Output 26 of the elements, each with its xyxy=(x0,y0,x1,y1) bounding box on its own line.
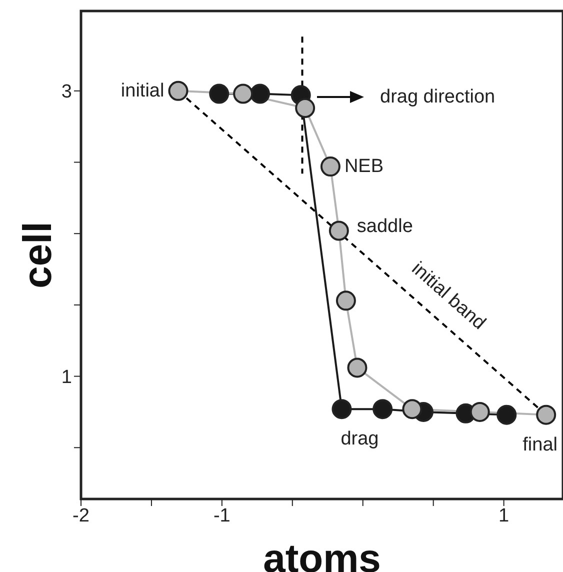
annotation: initial xyxy=(120,80,164,102)
annotation: NEB xyxy=(344,156,384,178)
point xyxy=(332,399,352,420)
x-tick-label: -2 xyxy=(72,505,90,526)
point xyxy=(496,404,517,425)
x-tick-label: 1 xyxy=(498,505,510,526)
point xyxy=(372,399,393,420)
point xyxy=(168,80,188,101)
point xyxy=(336,290,356,311)
annotation: drag xyxy=(340,428,379,450)
point xyxy=(209,84,230,104)
y-tick-label: 3 xyxy=(61,82,72,103)
point xyxy=(295,98,316,118)
point xyxy=(328,220,349,241)
point xyxy=(470,402,490,422)
point xyxy=(536,404,556,425)
y-axis-title: cell xyxy=(16,222,60,288)
x-tick-label: -1 xyxy=(213,505,230,526)
annotation: saddle xyxy=(356,216,413,238)
annotation: drag direction xyxy=(380,86,496,108)
point xyxy=(320,156,340,177)
point xyxy=(347,358,368,378)
annotation: final xyxy=(522,434,558,456)
point xyxy=(250,84,270,104)
point xyxy=(402,399,422,420)
point xyxy=(233,84,254,104)
